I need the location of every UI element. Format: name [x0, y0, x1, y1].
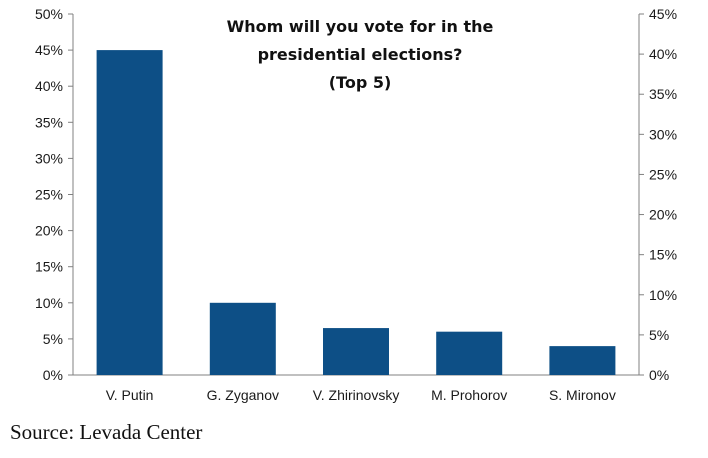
bar: [209, 302, 276, 375]
plot-area: 0% 5% 10% 15% 20% 25% 30% 35% 40% 45% 50% 0% 5% 10% 15…: [35, 6, 677, 403]
category-label: M. Prohorov: [431, 387, 507, 403]
left-tick-label: 0%: [43, 367, 63, 383]
category-label: V. Putin: [106, 387, 154, 403]
source-note: Source: Levada Center: [10, 420, 203, 444]
left-tick-label: 45%: [35, 42, 63, 58]
right-tick-label: 25%: [649, 166, 677, 182]
category-label: G. Zyganov: [207, 387, 279, 403]
right-tick-label: 45%: [649, 6, 677, 22]
left-tick-label: 5%: [43, 331, 63, 347]
chart-title-line-2: presidential elections?: [258, 45, 463, 64]
left-tick-label: 30%: [35, 150, 63, 166]
left-tick-label: 40%: [35, 78, 63, 94]
chart-title-line-3: (Top 5): [329, 73, 392, 92]
left-tick-label: 15%: [35, 259, 63, 275]
bar: [323, 328, 389, 375]
bar-chart: 0% 5% 10% 15% 20% 25% 30% 35% 40% 45% 50% 0% 5% 10% 15…: [35, 6, 677, 403]
right-tick-label: 30%: [649, 126, 677, 142]
bar: [96, 50, 163, 375]
category-label: S. Mironov: [549, 387, 616, 403]
left-tick-label: 20%: [35, 223, 63, 239]
right-tick-label: 10%: [649, 287, 677, 303]
right-tick-label: 0%: [649, 367, 669, 383]
left-tick-label: 50%: [35, 6, 63, 22]
category-label: V. Zhirinovsky: [313, 387, 400, 403]
left-tick-label: 25%: [35, 187, 63, 203]
right-tick-label: 20%: [649, 207, 677, 223]
right-tick-label: 40%: [649, 46, 677, 62]
right-tick-label: 5%: [649, 327, 669, 343]
left-tick-label: 10%: [35, 295, 63, 311]
right-tick-label: 35%: [649, 86, 677, 102]
left-tick-label: 35%: [35, 114, 63, 130]
chart-title-line-1: Whom will you vote for in the: [227, 17, 494, 36]
right-tick-label: 15%: [649, 247, 677, 263]
bar: [436, 331, 503, 375]
chart-title: Whom will you vote for in the presidenti…: [227, 17, 494, 92]
bar: [549, 346, 616, 375]
